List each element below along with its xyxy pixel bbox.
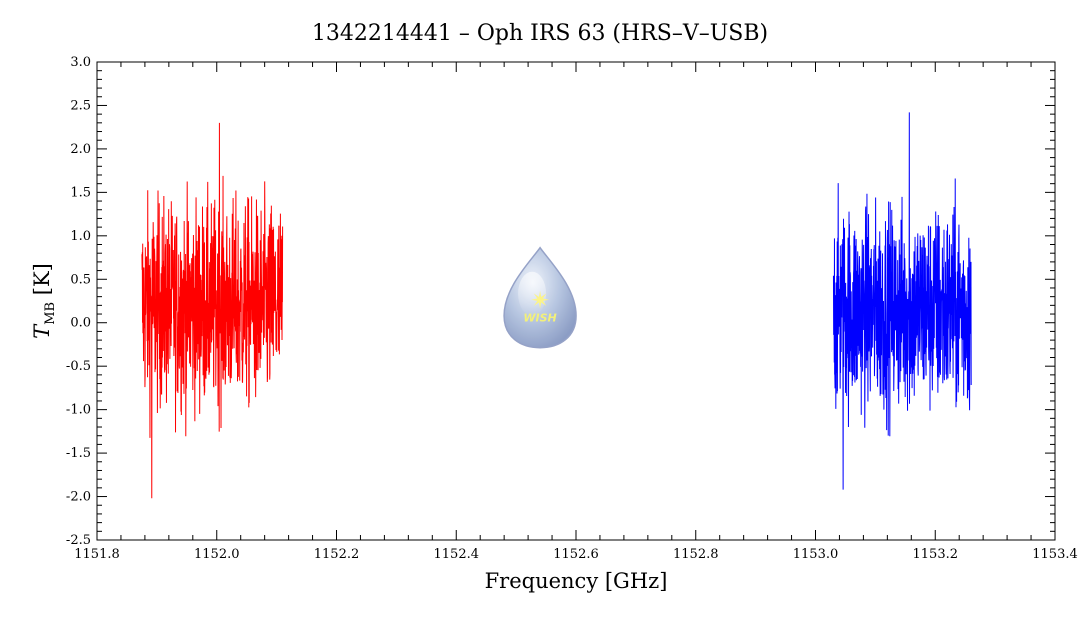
tick-labels-layer: 1151.8 1152.0 1152.2 1152.4 1152.6 1152.8 1153… (66, 55, 1078, 562)
y-tick-label: 2.5 (70, 98, 91, 113)
spectrum-series-1-line (141, 122, 284, 499)
y-tick-label: 0.0 (70, 316, 91, 331)
y-tick-label: -1.0 (66, 403, 91, 418)
ticks-layer (96, 61, 1056, 541)
y-tick-label: -2.0 (66, 490, 91, 505)
wish-droplet-icon (503, 246, 577, 349)
y-tick-label: 0.5 (70, 272, 91, 287)
x-tick-label: 1152.8 (673, 547, 719, 562)
chart-title: 1342214441 – Oph IRS 63 (HRS–V–USB) (312, 21, 768, 46)
x-axis-label: Frequency [GHz] (485, 569, 668, 593)
y-tick-label: -1.5 (66, 446, 91, 461)
y-tick-label: 1.0 (70, 229, 91, 244)
watermark-text: WISH (523, 312, 556, 325)
x-tick-label: 1153.0 (793, 547, 839, 562)
x-tick-label: 1153.2 (913, 547, 959, 562)
y-tick-label: 1.5 (70, 185, 91, 200)
x-tick-label: 1152.4 (434, 547, 480, 562)
y-tick-label: -0.5 (66, 359, 91, 374)
y-axis-label-subscript: MB (43, 302, 58, 325)
y-tick-label: -2.5 (66, 533, 91, 548)
droplet-highlight (518, 271, 547, 316)
spectrum-series-2-line (832, 112, 972, 490)
x-tick-label: 1153.4 (1032, 547, 1078, 562)
x-tick-label: 1152.2 (314, 547, 360, 562)
droplet-star (531, 290, 550, 309)
x-tick-label: 1152.6 (553, 547, 599, 562)
x-tick-label: 1151.8 (74, 547, 120, 562)
y-axis-label-unit: [K] (30, 263, 54, 302)
wish-watermark: WISH (503, 246, 577, 349)
y-tick-label: 2.0 (70, 142, 91, 157)
y-axis-label: TMB [K] (30, 263, 58, 339)
series-layer (141, 112, 972, 499)
y-tick-label: 3.0 (70, 55, 91, 70)
y-axis-label-symbol: T (30, 323, 54, 339)
x-tick-label: 1152.0 (194, 547, 240, 562)
